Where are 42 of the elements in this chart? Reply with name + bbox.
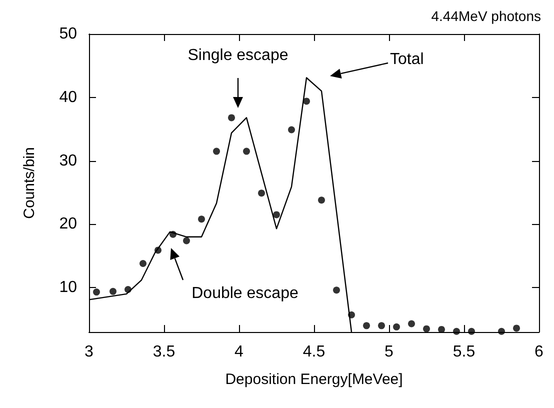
x-tick-label: 6: [534, 344, 544, 360]
point: [93, 288, 100, 296]
point: [393, 323, 400, 330]
point: [303, 98, 310, 105]
point: [453, 328, 460, 335]
point: [423, 325, 430, 332]
annotation: Double escape: [192, 285, 298, 302]
x-tick-label: 3: [84, 344, 94, 360]
y-axis-title: Counts/bin: [21, 147, 38, 219]
point: [498, 328, 505, 335]
point: [110, 288, 116, 295]
x-tick-label: 5: [384, 344, 394, 360]
y-tick-label: 10: [59, 279, 78, 296]
y-tick-label: 40: [59, 88, 78, 106]
point: [363, 322, 370, 330]
y-tick-label: 50: [59, 26, 78, 42]
point: [183, 237, 190, 244]
x-tick-label: 3.5: [152, 344, 176, 360]
y-tick-label: 20: [59, 216, 78, 233]
x-axis-title: Deposition Energy[MeVee]: [225, 371, 403, 388]
point: [213, 148, 220, 155]
point: [513, 324, 520, 332]
point: [438, 326, 445, 333]
point: [198, 216, 205, 223]
point: [140, 260, 146, 268]
annotation: Total: [390, 51, 424, 68]
x-tick-label: 4.5: [302, 344, 326, 360]
y-tick-label: 30: [59, 152, 78, 170]
point: [273, 211, 280, 218]
point: [408, 320, 415, 328]
chart-title: 4.44MeV photons: [431, 8, 542, 24]
point: [378, 322, 385, 330]
point: [318, 196, 325, 204]
point: [243, 148, 250, 155]
annotation: Single escape: [188, 47, 288, 64]
point: [228, 114, 235, 122]
x-tick-label: 4: [234, 344, 244, 360]
point: [288, 126, 295, 134]
point: [258, 190, 265, 197]
x-tick-label: 5.5: [452, 344, 476, 360]
point: [333, 286, 340, 294]
point: [468, 328, 475, 335]
